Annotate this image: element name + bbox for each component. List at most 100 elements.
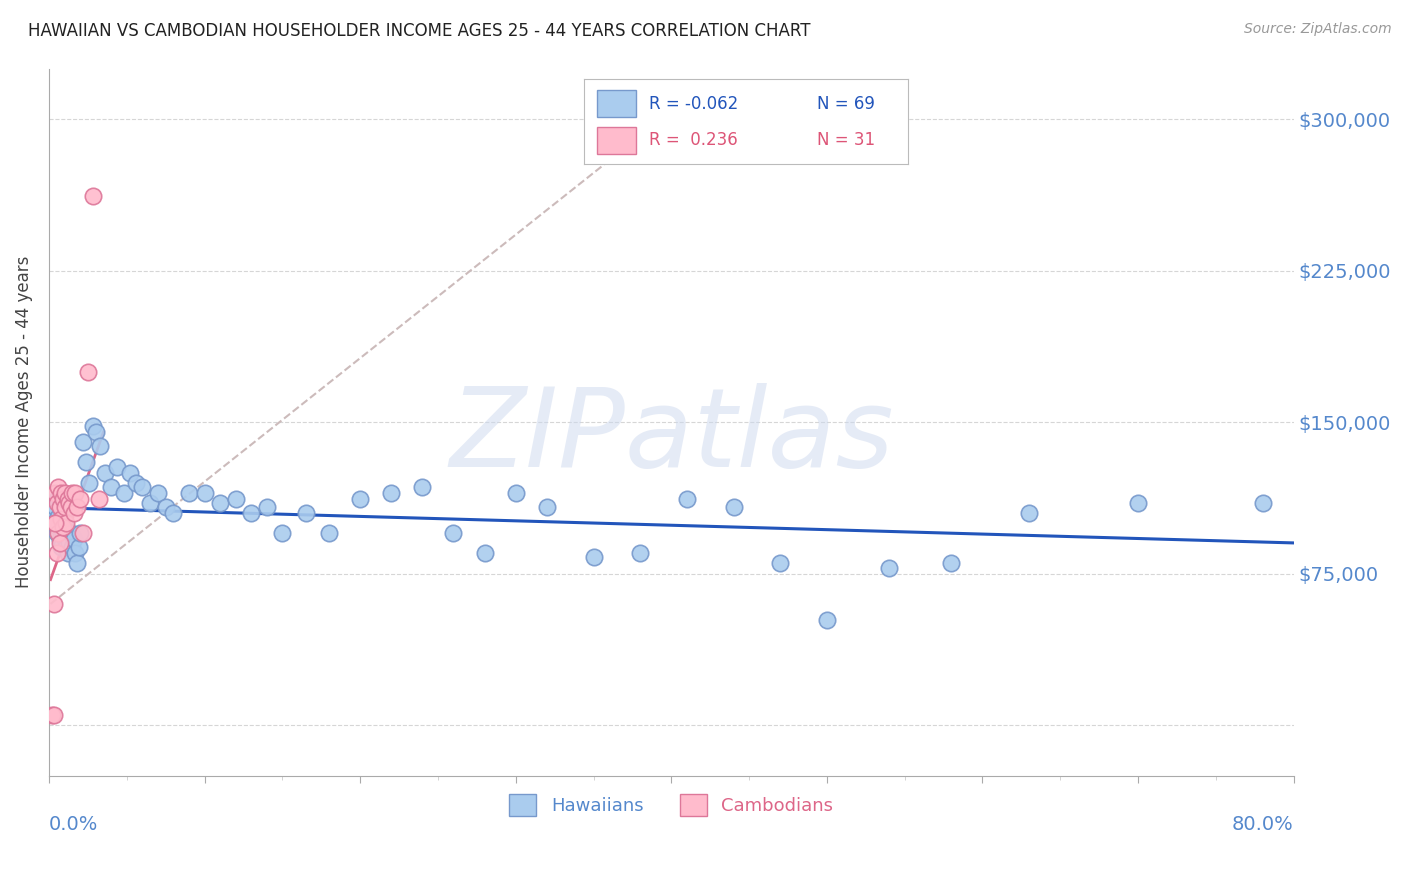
Point xyxy=(63,506,86,520)
Point xyxy=(82,419,104,434)
Text: HAWAIIAN VS CAMBODIAN HOUSEHOLDER INCOME AGES 25 - 44 YEARS CORRELATION CHART: HAWAIIAN VS CAMBODIAN HOUSEHOLDER INCOME… xyxy=(28,22,811,40)
Point xyxy=(1251,496,1274,510)
Point xyxy=(55,541,77,555)
Point xyxy=(240,506,263,520)
Point xyxy=(44,516,66,530)
Point xyxy=(294,506,316,520)
Point xyxy=(44,516,66,530)
Point xyxy=(51,512,73,526)
Point xyxy=(877,560,900,574)
Point xyxy=(42,708,65,723)
Point xyxy=(125,475,148,490)
Point xyxy=(82,189,104,203)
Text: 80.0%: 80.0% xyxy=(1232,814,1294,833)
Point xyxy=(49,533,72,547)
Point xyxy=(209,496,232,510)
Point xyxy=(46,480,69,494)
Point xyxy=(72,526,94,541)
Point xyxy=(131,480,153,494)
Point xyxy=(112,485,135,500)
Point xyxy=(41,708,63,723)
Point xyxy=(65,546,87,560)
Point xyxy=(941,557,963,571)
Point xyxy=(69,526,91,541)
Point xyxy=(58,496,80,510)
Point xyxy=(46,520,69,534)
Y-axis label: Householder Income Ages 25 - 44 years: Householder Income Ages 25 - 44 years xyxy=(15,256,32,588)
Text: ZIPatlas: ZIPatlas xyxy=(449,383,894,490)
Point xyxy=(45,546,67,560)
Point xyxy=(100,480,122,494)
Point xyxy=(52,491,75,506)
Point xyxy=(107,459,129,474)
Point xyxy=(94,466,117,480)
Point xyxy=(139,496,162,510)
Point xyxy=(55,516,77,530)
Point xyxy=(49,496,72,510)
Point xyxy=(1018,506,1040,520)
Point xyxy=(65,485,87,500)
Point xyxy=(162,506,184,520)
Point xyxy=(46,510,69,524)
Point xyxy=(53,516,76,530)
Point xyxy=(45,491,67,506)
Point xyxy=(59,500,82,514)
Point xyxy=(56,546,79,560)
Point xyxy=(63,533,86,547)
Point xyxy=(51,541,73,555)
Point xyxy=(42,516,65,530)
Point xyxy=(118,466,141,480)
Point xyxy=(53,485,76,500)
Point xyxy=(318,526,340,541)
Point xyxy=(177,485,200,500)
Point xyxy=(193,485,215,500)
Point xyxy=(52,506,75,520)
Point xyxy=(76,365,98,379)
Point xyxy=(146,485,169,500)
Point xyxy=(155,500,177,514)
Point xyxy=(271,526,294,541)
Point xyxy=(44,485,66,500)
Legend: Hawaiians, Cambodians: Hawaiians, Cambodians xyxy=(502,787,841,823)
Point xyxy=(66,557,89,571)
Point xyxy=(49,500,72,514)
Point xyxy=(42,597,65,611)
Point xyxy=(256,500,278,514)
Point xyxy=(349,491,371,506)
Point xyxy=(41,506,63,520)
Point xyxy=(69,491,91,506)
Point xyxy=(60,485,83,500)
Point xyxy=(536,500,558,514)
Point xyxy=(45,526,67,541)
Point xyxy=(443,526,465,541)
Point xyxy=(46,526,69,541)
Point xyxy=(49,536,72,550)
Point xyxy=(51,485,73,500)
Point xyxy=(582,550,605,565)
Point xyxy=(75,455,97,469)
Point xyxy=(380,485,402,500)
Point xyxy=(59,526,82,541)
Point xyxy=(815,613,838,627)
Point xyxy=(60,541,83,555)
Point xyxy=(1126,496,1149,510)
Text: Source: ZipAtlas.com: Source: ZipAtlas.com xyxy=(1244,22,1392,37)
Point xyxy=(676,491,699,506)
Text: 0.0%: 0.0% xyxy=(49,814,98,833)
Point xyxy=(89,439,111,453)
Point xyxy=(53,533,76,547)
Point xyxy=(58,536,80,550)
Point xyxy=(411,480,433,494)
Point xyxy=(84,425,107,439)
Point xyxy=(66,500,89,514)
Point xyxy=(67,541,90,555)
Point xyxy=(52,526,75,541)
Point xyxy=(87,491,110,506)
Point xyxy=(79,475,101,490)
Point xyxy=(51,502,73,516)
Point xyxy=(72,435,94,450)
Point xyxy=(56,491,79,506)
Point xyxy=(225,491,247,506)
Point xyxy=(44,500,66,514)
Point xyxy=(505,485,527,500)
